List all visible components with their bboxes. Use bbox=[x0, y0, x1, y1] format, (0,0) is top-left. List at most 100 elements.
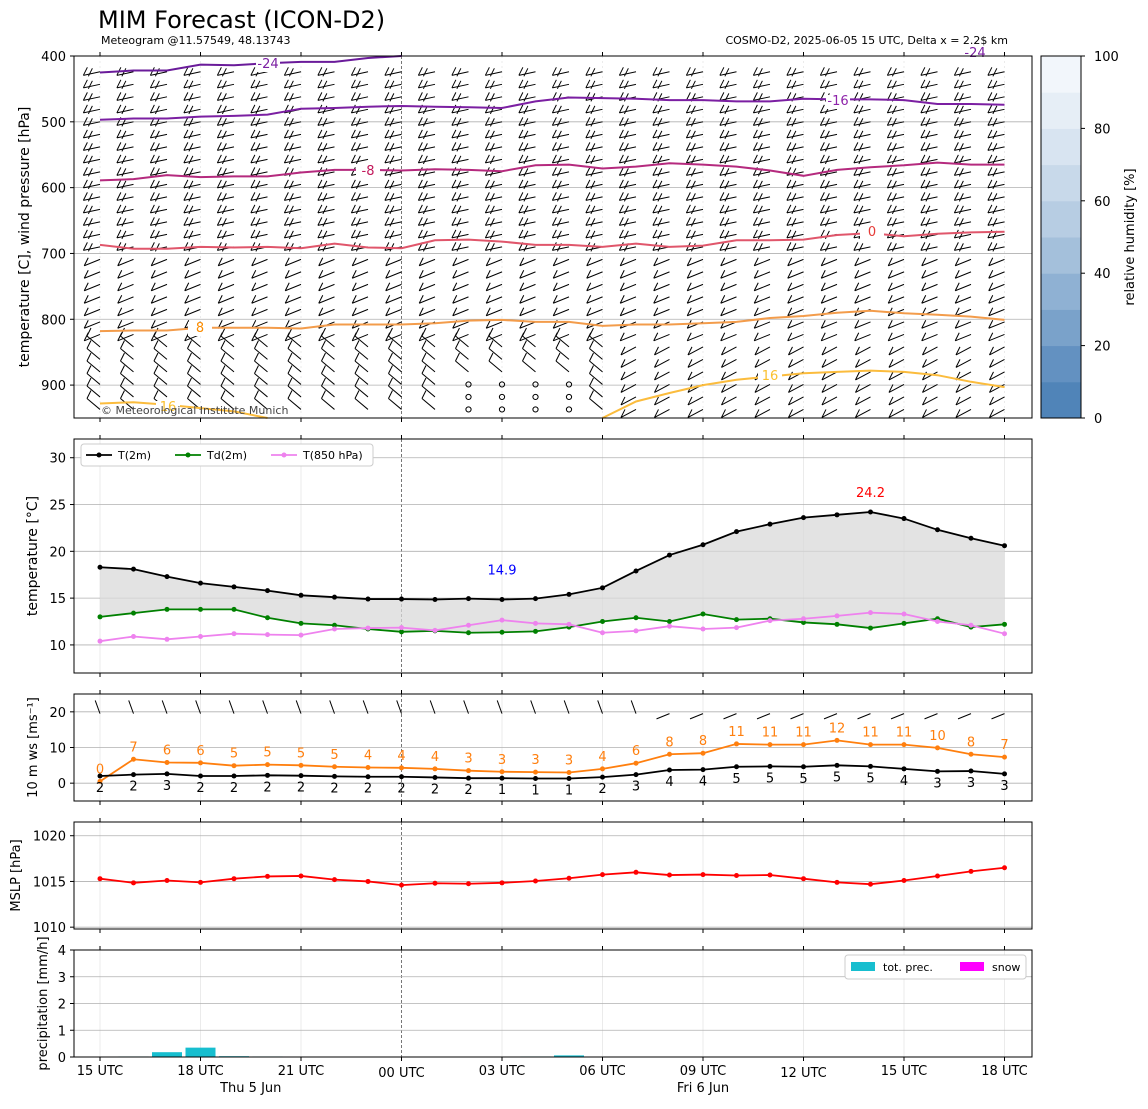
wind-barb-flag bbox=[216, 204, 222, 214]
temp-point bbox=[198, 606, 203, 612]
wind-barb-flag bbox=[953, 92, 959, 101]
wind-barb-shaft bbox=[888, 271, 905, 279]
wind-barb-flag bbox=[791, 218, 797, 227]
wind-barb-flag bbox=[389, 105, 395, 115]
wind-barb-shaft bbox=[654, 409, 670, 418]
wind-point bbox=[131, 756, 136, 762]
wind-barb-flag bbox=[820, 282, 826, 291]
wind-barb-flag bbox=[117, 295, 123, 304]
wind-barb-10m bbox=[630, 700, 637, 714]
wind-barb-flag bbox=[690, 143, 696, 152]
wind-barb-shaft bbox=[183, 221, 201, 226]
wind-barb-shaft bbox=[820, 146, 838, 151]
wind-barb-flag bbox=[786, 154, 792, 164]
wind-barb-shaft bbox=[418, 183, 436, 189]
temp-point bbox=[935, 527, 940, 533]
wind-barb-flag bbox=[451, 79, 457, 89]
wind-barb-flag bbox=[925, 80, 931, 90]
wind-barb-flag bbox=[322, 230, 328, 240]
wind-barb-flag bbox=[216, 117, 222, 126]
wind-point bbox=[968, 751, 974, 757]
wind-barb-flag bbox=[384, 92, 390, 101]
wind-barb-flag bbox=[154, 180, 160, 190]
wind-barb-flag bbox=[623, 143, 629, 152]
wind-point bbox=[432, 766, 438, 772]
wind-barb-shaft bbox=[117, 283, 134, 292]
wind-barb-flag bbox=[254, 327, 259, 337]
wind-barb-shaft bbox=[553, 333, 570, 342]
wind-barb-shaft bbox=[284, 71, 302, 76]
wind-barb-flag bbox=[786, 67, 792, 76]
wind-barb-flag bbox=[618, 117, 624, 126]
wind-barb-flag bbox=[989, 396, 994, 406]
wind-barb-shaft bbox=[421, 348, 436, 360]
wind-barb-flag bbox=[791, 155, 797, 165]
wind-barb-shaft bbox=[254, 348, 268, 360]
wind-barb-flag bbox=[488, 327, 494, 337]
wind-barb-flag bbox=[288, 93, 294, 102]
wind-barb-shaft bbox=[855, 358, 871, 368]
precip-legend-box bbox=[844, 954, 1027, 980]
wind-barb-flag bbox=[355, 230, 361, 240]
wind-barb-flag bbox=[384, 242, 390, 251]
wind-barb-flag bbox=[586, 307, 592, 316]
wind-barb-shaft bbox=[855, 371, 871, 381]
wind-point bbox=[231, 773, 237, 779]
wind-barb-flag bbox=[654, 384, 659, 393]
wind-barb-flag bbox=[753, 282, 759, 291]
wind-barb-shaft bbox=[83, 221, 101, 226]
wind-barb-shaft bbox=[555, 335, 570, 348]
wind-point bbox=[868, 742, 873, 748]
wind-barb-flag bbox=[288, 218, 294, 227]
wind-value-label: 4 bbox=[397, 749, 405, 764]
precip-bar bbox=[185, 1047, 216, 1057]
wind-barb-flag bbox=[154, 243, 160, 252]
wind-barb-flag bbox=[920, 204, 926, 214]
wind-barb-shaft bbox=[321, 373, 335, 385]
wind-barb-flag bbox=[422, 93, 428, 102]
wind-barb-shaft bbox=[888, 346, 905, 356]
wind-barb-flag bbox=[586, 270, 592, 279]
wind-barb-flag bbox=[251, 257, 257, 266]
wind-barb-flag bbox=[987, 179, 993, 189]
wind-barb-shaft bbox=[287, 398, 302, 410]
pressure-tick-label: 900 bbox=[41, 379, 66, 394]
wind-barb-flag bbox=[523, 93, 529, 102]
wind-barb-shaft bbox=[120, 385, 134, 398]
pressure-tick-label: 600 bbox=[41, 182, 66, 197]
wind-barb-shaft bbox=[585, 133, 603, 139]
wind-barb-shaft bbox=[418, 221, 436, 226]
wind-barb-shaft bbox=[84, 271, 101, 279]
temp-point bbox=[231, 584, 237, 590]
wind-barb-shaft bbox=[855, 346, 871, 356]
wind-barb-shaft bbox=[686, 196, 704, 201]
wind-barb-shaft bbox=[954, 233, 972, 239]
precip-bar bbox=[152, 1052, 182, 1057]
wind-barb-shaft bbox=[83, 158, 101, 164]
wind-barb-flag bbox=[620, 384, 626, 393]
wind-barb-shaft bbox=[719, 146, 737, 151]
wind-barb-flag bbox=[791, 105, 797, 115]
wind-barb-shaft bbox=[788, 346, 804, 356]
wind-barb-flag bbox=[922, 359, 927, 368]
wind-barb-shaft bbox=[117, 258, 134, 267]
wind-barb-shaft bbox=[719, 233, 737, 239]
wind-barb-shaft bbox=[754, 258, 771, 267]
wind-barb-shaft bbox=[620, 409, 637, 418]
wind-value-label: 10 bbox=[929, 729, 946, 744]
wind-value-label: 2 bbox=[431, 782, 439, 797]
calm-wind-circle bbox=[498, 381, 506, 388]
temp-point bbox=[801, 515, 806, 521]
wind-barb-shaft bbox=[217, 221, 235, 226]
wind-barb-flag bbox=[518, 92, 524, 101]
wind-barb-flag bbox=[288, 143, 294, 152]
wind-barb-shaft bbox=[220, 398, 235, 410]
wind-barb-shaft bbox=[455, 335, 469, 348]
temp-point bbox=[499, 629, 505, 635]
wind-barb-shaft bbox=[652, 121, 670, 126]
wind-barb-flag bbox=[787, 295, 793, 304]
wind-barb-flag bbox=[757, 218, 763, 227]
wind-value-label: 2 bbox=[230, 781, 238, 796]
wind-barb-shaft bbox=[619, 121, 637, 126]
wind-barb-shaft bbox=[486, 321, 503, 329]
